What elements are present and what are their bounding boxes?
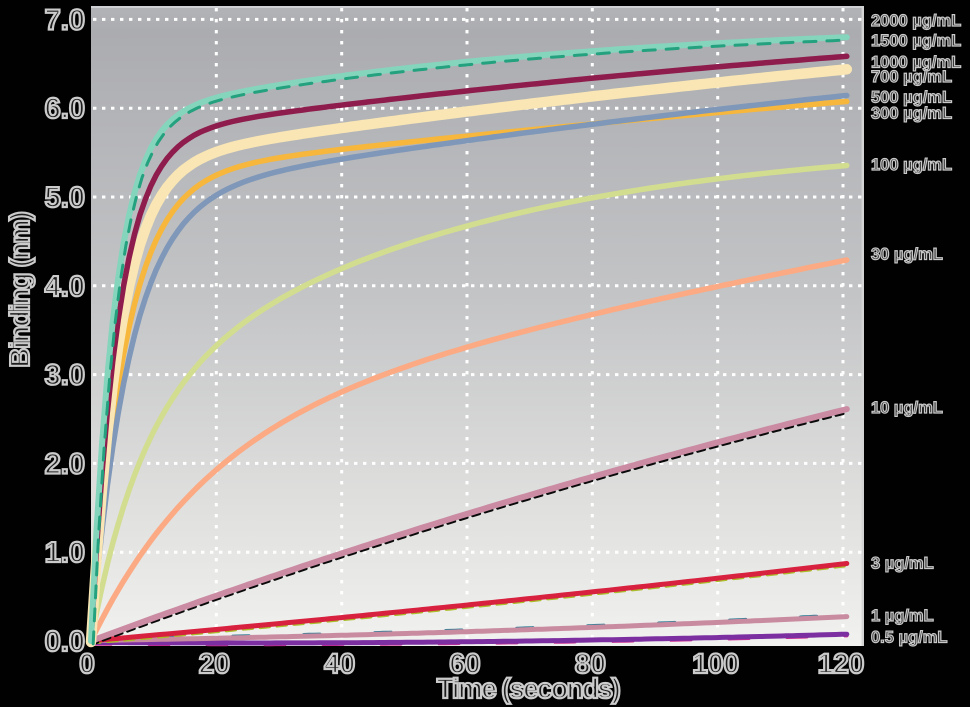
svg-text:6.0: 6.0 <box>45 93 85 125</box>
svg-text:1 µg/mL: 1 µg/mL <box>871 607 934 625</box>
svg-text:0: 0 <box>79 648 95 679</box>
svg-text:20: 20 <box>199 648 230 679</box>
svg-text:100 µg/mL: 100 µg/mL <box>871 156 952 174</box>
svg-text:40: 40 <box>324 648 355 679</box>
svg-text:10 µg/mL: 10 µg/mL <box>871 399 943 417</box>
svg-text:Time (seconds): Time (seconds) <box>437 673 620 704</box>
svg-text:5.0: 5.0 <box>45 182 85 214</box>
svg-text:120: 120 <box>818 648 865 679</box>
svg-text:700 µg/mL: 700 µg/mL <box>871 68 952 86</box>
svg-text:30 µg/mL: 30 µg/mL <box>871 246 943 264</box>
svg-text:300 µg/mL: 300 µg/mL <box>871 105 952 123</box>
svg-text:2000 µg/mL: 2000 µg/mL <box>871 12 961 30</box>
svg-text:500 µg/mL: 500 µg/mL <box>871 89 952 107</box>
svg-text:Binding (nm): Binding (nm) <box>4 212 35 367</box>
svg-text:7.0: 7.0 <box>45 4 85 36</box>
svg-text:60: 60 <box>449 648 480 679</box>
svg-text:2.0: 2.0 <box>45 448 85 480</box>
svg-text:80: 80 <box>575 648 606 679</box>
svg-text:1.0: 1.0 <box>45 537 85 569</box>
svg-text:3.0: 3.0 <box>45 360 85 392</box>
svg-text:0.0: 0.0 <box>45 626 85 658</box>
svg-text:3 µg/mL: 3 µg/mL <box>871 555 934 573</box>
svg-text:1500 µg/mL: 1500 µg/mL <box>871 32 961 50</box>
svg-text:0.5 µg/mL: 0.5 µg/mL <box>871 629 947 647</box>
svg-text:100: 100 <box>692 648 739 679</box>
svg-text:4.0: 4.0 <box>45 271 85 303</box>
svg-text:1000 µg/mL: 1000 µg/mL <box>871 54 961 72</box>
